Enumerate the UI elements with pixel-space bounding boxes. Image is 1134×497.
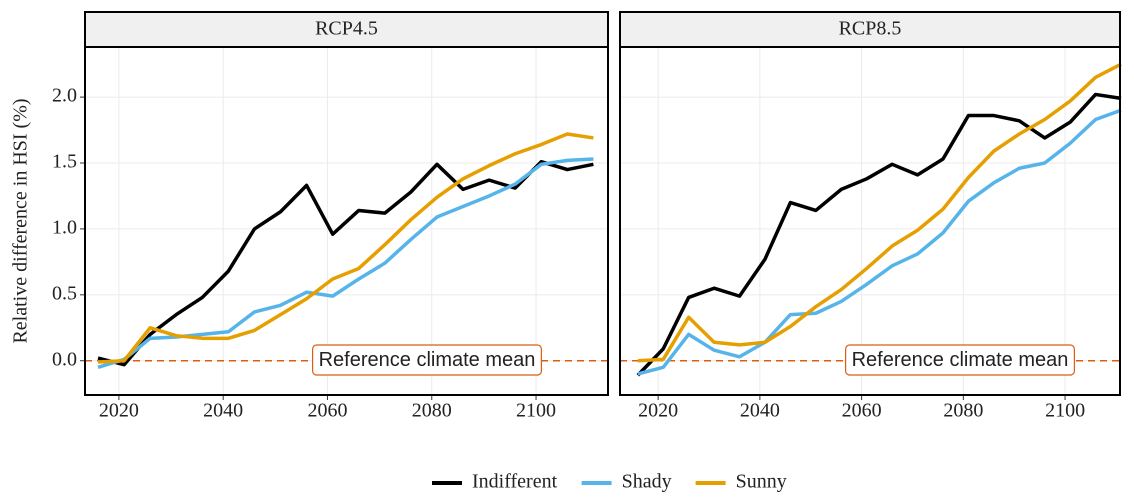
- x-tick-label: 2040: [740, 400, 780, 422]
- x-tick-label: 2080: [943, 400, 983, 422]
- y-tick-label: 2.0: [52, 85, 77, 107]
- x-tick-label: 2100: [1045, 400, 1085, 422]
- annotation-box: [845, 344, 1075, 376]
- line-series: [637, 108, 1122, 376]
- y-tick-label: 0.5: [52, 282, 77, 304]
- x-tick-label: 2060: [842, 400, 882, 422]
- y-tick-label: 0.0: [52, 348, 77, 370]
- annotation: Reference climate mean: [319, 349, 536, 371]
- x-tick-label: 2080: [412, 400, 452, 422]
- legend-label: Shady: [622, 471, 672, 493]
- y-tick-label: 1.5: [52, 151, 77, 173]
- legend-label: Indifferent: [472, 471, 558, 493]
- facet-strip: [619, 11, 1121, 48]
- plot-border: [84, 46, 609, 396]
- line-series: [637, 62, 1122, 363]
- facet-strip: [84, 11, 609, 48]
- x-tick-label: 2040: [203, 400, 243, 422]
- annotation: Reference climate mean: [852, 349, 1069, 371]
- x-tick-label: 2020: [638, 400, 678, 422]
- y-tick-label: 1.0: [52, 217, 77, 239]
- annotation-box: [312, 344, 542, 376]
- x-tick-label: 2100: [516, 400, 556, 422]
- y-axis-label: Relative difference in HSI (%): [10, 98, 32, 343]
- legend-label: Sunny: [736, 471, 787, 493]
- facet-title: RCP4.5: [315, 18, 378, 40]
- series-group: [636, 62, 1122, 377]
- plot-border: [619, 46, 1121, 396]
- series-group: [97, 132, 594, 369]
- x-tick-label: 2020: [99, 400, 139, 422]
- facet-title: RCP8.5: [839, 18, 902, 40]
- x-tick-label: 2060: [307, 400, 347, 422]
- line-series: [97, 132, 594, 364]
- line-series: [636, 92, 1122, 377]
